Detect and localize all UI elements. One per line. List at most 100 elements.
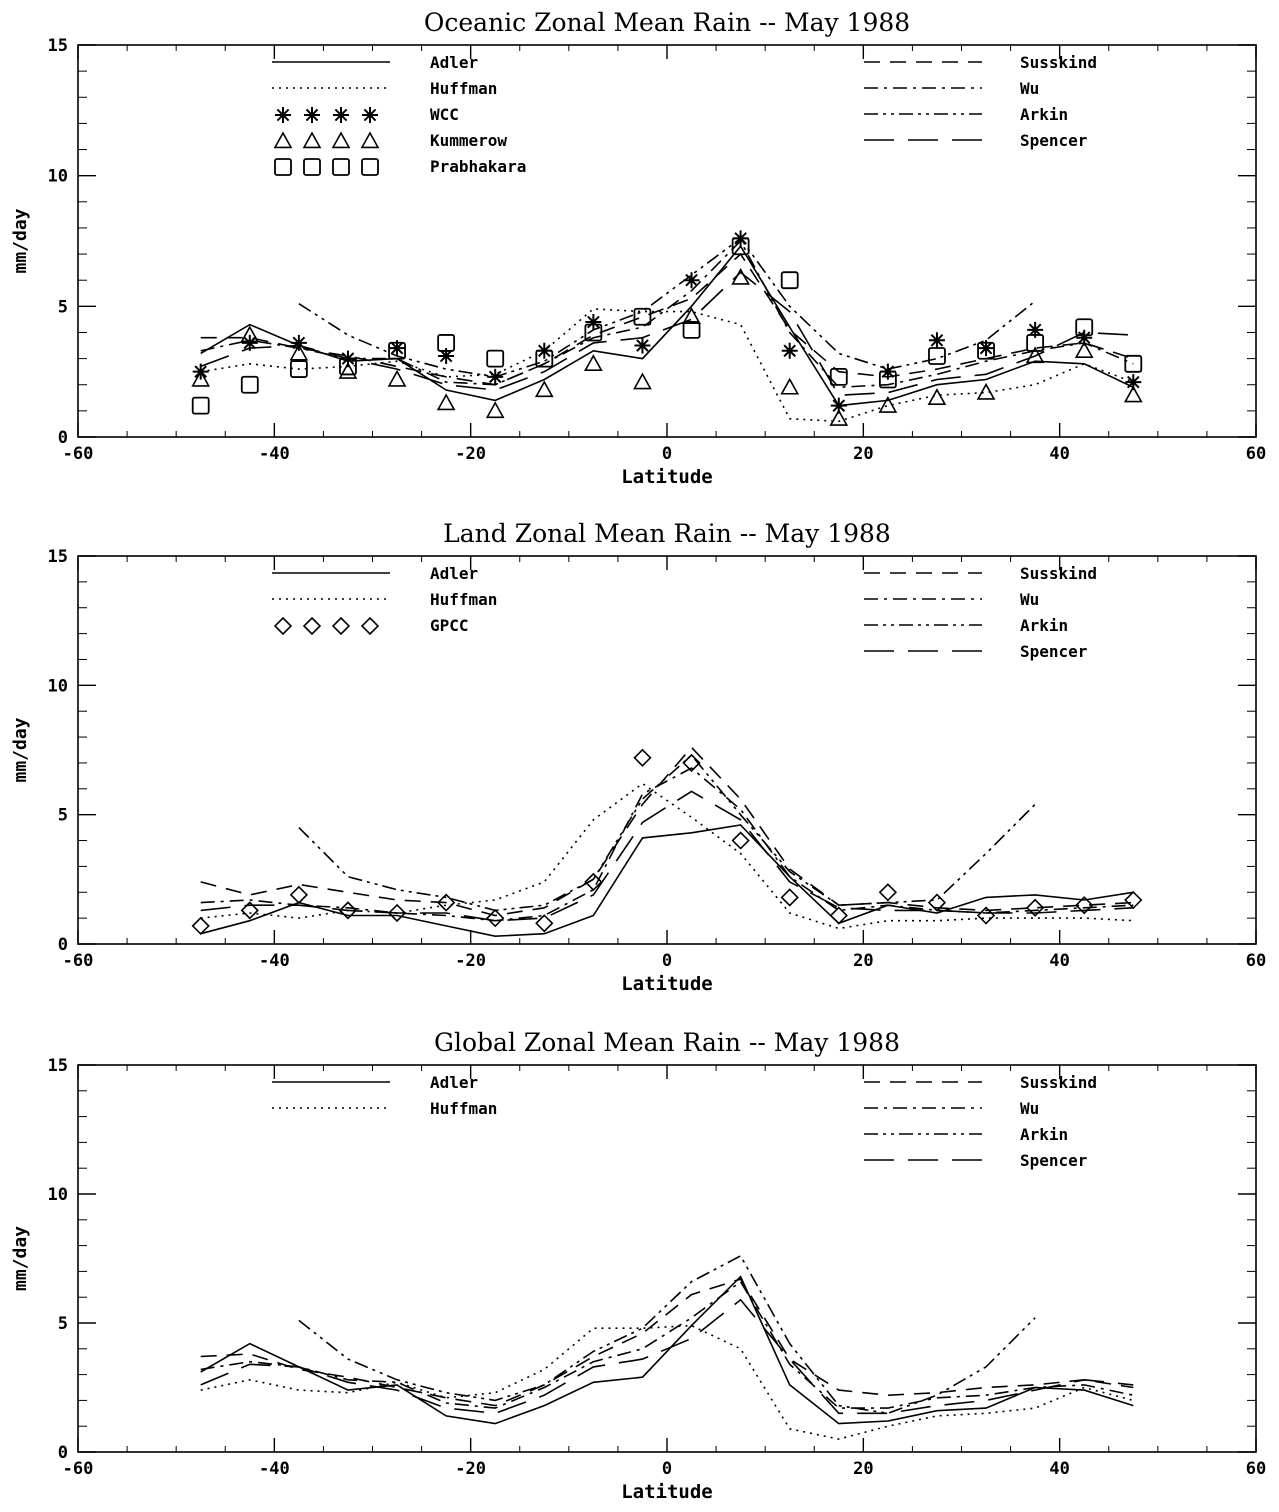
marker-kummerow-1 [240,325,260,343]
legend-label-susskind: Susskind [1020,564,1097,583]
legend-marker-kummerow [302,131,322,149]
marker-gpcc-10 [682,753,701,773]
marker-kummerow-0 [191,369,211,387]
chart-title: Land Zonal Mean Rain -- May 1988 [443,519,891,548]
y-tick-label: 10 [48,676,68,696]
marker-kummerow-14 [878,395,898,413]
series-line-wu [200,767,1134,922]
y-tick-label: 5 [58,806,68,826]
marker-kummerow-15 [927,388,947,405]
x-axis-label: Latitude [621,1481,713,1503]
x-tick-label: -40 [259,951,290,971]
marker-prabhakara-0 [191,396,210,415]
marker-gpcc-15 [927,893,947,912]
marker-kummerow-9 [633,372,652,390]
marker-wcc-9 [634,337,651,354]
marker-gpcc-11 [731,831,750,850]
y-tick-label: 10 [48,1185,68,1205]
marker-prabhakara-5 [437,334,456,352]
marker-prabhakara-11 [731,237,750,256]
x-tick-label: -60 [63,951,94,971]
x-tick-label: -40 [259,444,290,464]
x-tick-label: 0 [662,1459,672,1479]
x-tick-label: -20 [455,951,486,971]
x-tick-label: -60 [63,1459,94,1479]
x-tick-label: -40 [259,1459,290,1479]
y-axis-label: mm/day [10,1226,31,1291]
y-axis-label: mm/day [10,208,31,273]
marker-gpcc-14 [878,883,898,902]
plot-frame [77,44,1257,438]
marker-wcc-19 [1125,374,1142,391]
legend-marker-wcc [275,107,291,123]
marker-prabhakara-19 [1124,354,1143,373]
marker-prabhakara-7 [535,349,554,368]
legend-marker-gpcc [331,616,351,636]
marker-gpcc-5 [436,893,456,912]
marker-wcc-13 [830,397,847,414]
series-line-adler [200,244,1134,407]
marker-prabhakara-1 [240,375,259,394]
marker-kummerow-10 [682,307,701,324]
x-tick-label: 20 [853,444,873,464]
marker-wcc-5 [438,347,455,364]
legend-marker-gpcc [273,616,293,636]
series-line-adler [200,824,1134,938]
y-tick-label: 5 [58,297,68,317]
y-tick-label: 15 [48,547,68,567]
marker-prabhakara-9 [633,307,652,326]
marker-prabhakara-6 [486,349,505,368]
marker-wcc-6 [487,368,504,385]
marker-gpcc-2 [289,885,309,904]
legend-label-huffman: Huffman [430,590,497,609]
legend-label-arkin: Arkin [1020,105,1068,124]
marker-wcc-2 [290,334,307,351]
series-line-spencer [200,790,1134,922]
marker-kummerow-17 [1025,346,1045,364]
marker-kummerow-4 [387,369,407,387]
marker-gpcc-12 [780,888,799,907]
marker-gpcc-6 [486,909,505,928]
marker-wcc-8 [585,314,602,331]
y-tick-label: 0 [58,935,68,955]
marker-kummerow-12 [780,377,800,395]
legend-label-spencer: Spencer [1020,131,1087,150]
x-tick-label: 40 [1049,444,1069,464]
marker-wcc-18 [1076,329,1093,346]
series-line-susskind [200,1278,1134,1407]
marker-gpcc-19 [1124,890,1143,910]
marker-wcc-12 [781,342,798,359]
legend-marker-kummerow [331,131,351,149]
chart-title: Oceanic Zonal Mean Rain -- May 1988 [424,8,910,37]
x-tick-label: 40 [1049,1459,1069,1479]
marker-prabhakara-17 [1026,334,1045,352]
series-line-wu [200,1280,1134,1409]
chart-title: Global Zonal Mean Rain -- May 1988 [434,1028,900,1057]
x-axis-label: Latitude [621,466,713,488]
x-tick-label: 20 [853,1459,873,1479]
marker-kummerow-6 [485,401,505,419]
marker-wcc-4 [389,340,406,357]
legend-label-huffman: Huffman [430,79,497,98]
legend-label-spencer: Spencer [1020,642,1087,661]
marker-prabhakara-4 [388,341,406,360]
legend-marker-kummerow [273,131,293,149]
marker-prabhakara-15 [928,347,946,365]
marker-prabhakara-10 [682,320,701,339]
legend-label-gpcc: GPCC [430,616,469,635]
x-tick-label: 60 [1246,1459,1266,1479]
marker-wcc-15 [928,332,945,349]
plot-frame [77,1064,1257,1453]
x-tick-label: 60 [1246,951,1266,971]
legend-marker-prabhakara [332,158,350,176]
marker-gpcc-3 [338,901,358,920]
series-line-huffman [200,782,1134,930]
legend-label-arkin: Arkin [1020,616,1068,635]
legend-marker-wcc [333,107,349,123]
legend-label-wu: Wu [1020,1099,1039,1118]
marker-kummerow-16 [976,382,996,400]
marker-prabhakara-3 [339,357,357,376]
marker-gpcc-0 [191,916,210,936]
marker-gpcc-13 [829,906,848,925]
